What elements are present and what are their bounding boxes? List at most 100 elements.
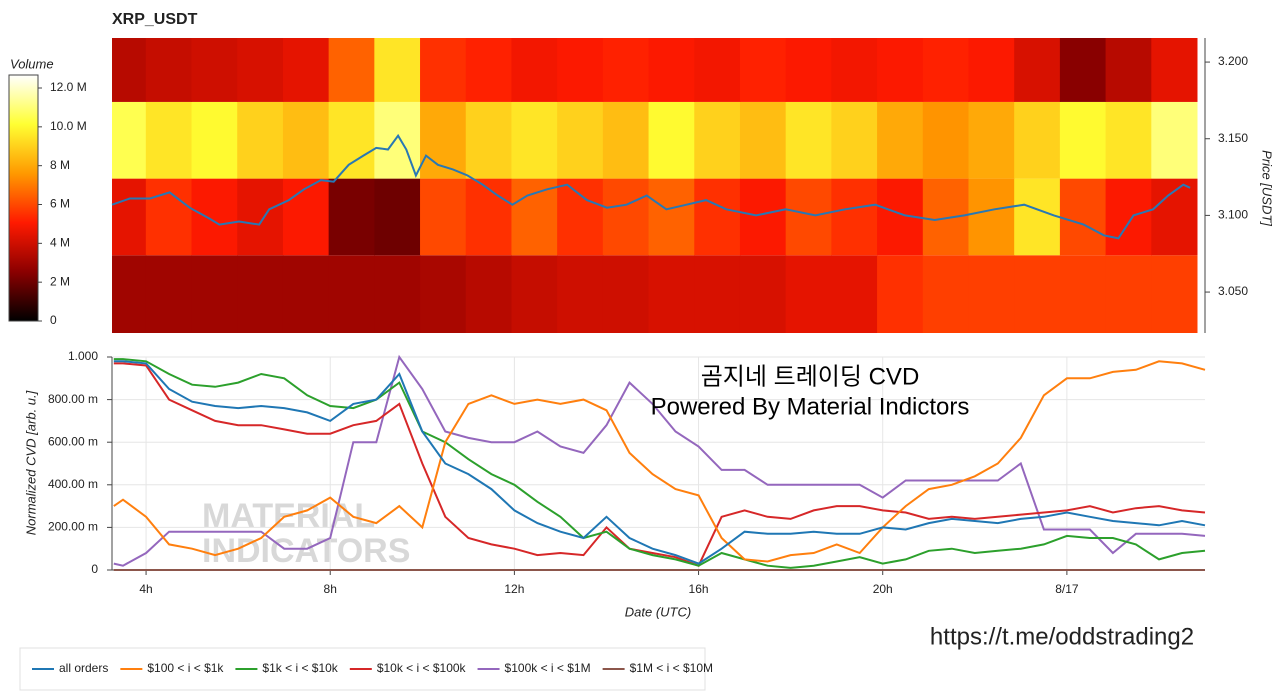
heatmap-cell xyxy=(112,38,147,102)
chart-title: XRP_USDT xyxy=(112,11,198,28)
series-line xyxy=(113,360,1206,565)
colorbar-tick-label: 0 xyxy=(50,313,57,327)
legend-label: $100k < i < $1M xyxy=(505,661,591,675)
heatmap-cell xyxy=(648,178,695,256)
link: https://t.me/oddstrading2 xyxy=(930,623,1194,650)
heatmap-cell xyxy=(1014,255,1061,333)
colorbar-tick-label: 4 M xyxy=(50,236,70,250)
heatmap-cell xyxy=(465,101,512,179)
annotation: 곰지네 트레이딩 CVD xyxy=(701,363,920,390)
y-axis-label: Normalized CVD [arb. u.] xyxy=(23,390,38,535)
heatmap-cell xyxy=(511,38,558,102)
heatmap-cell xyxy=(328,178,375,256)
legend-label: $1M < i < $10M xyxy=(630,661,713,675)
heatmap-cell xyxy=(922,178,969,256)
heatmap-cell xyxy=(374,38,421,102)
heatmap-cell xyxy=(1105,101,1152,179)
heatmap-cell xyxy=(1105,255,1152,333)
x-tick-label: 8h xyxy=(324,582,337,596)
heatmap-cell xyxy=(831,178,878,256)
heatmap-cell xyxy=(237,178,284,256)
heatmap-cell xyxy=(877,38,924,102)
x-tick-label: 16h xyxy=(689,582,709,596)
series-line xyxy=(113,360,1206,563)
heatmap-cell xyxy=(1059,38,1107,102)
heatmap-cell xyxy=(1105,38,1152,102)
legend-label: all orders xyxy=(59,661,108,675)
heatmap-cell xyxy=(694,255,741,333)
heatmap-cell xyxy=(420,255,467,333)
heatmap-cell xyxy=(511,101,558,179)
heatmap-cell xyxy=(328,101,375,179)
colorbar-label: Volume xyxy=(10,56,54,71)
heatmap-cell xyxy=(145,38,193,102)
heatmap-cell xyxy=(1014,101,1061,179)
heatmap-cell xyxy=(1151,255,1198,333)
colorbar-tick-label: 8 M xyxy=(50,158,70,172)
heatmap-cell xyxy=(877,101,924,179)
heatmap-cell xyxy=(648,101,695,179)
heatmap-cell xyxy=(922,38,969,102)
x-tick-label: 4h xyxy=(139,582,152,596)
heatmap-cell xyxy=(511,178,558,256)
heatmap-cell xyxy=(237,101,284,179)
heatmap-cell xyxy=(968,255,1015,333)
heatmap-cell xyxy=(557,178,604,256)
y-tick-label: 200.00 m xyxy=(48,520,98,534)
heatmap-cell xyxy=(112,255,147,333)
x-tick-label: 12h xyxy=(504,582,524,596)
heatmap-cell xyxy=(191,255,238,333)
heatmap-cell xyxy=(1059,101,1107,179)
heatmap-cell xyxy=(739,101,787,179)
heatmap-cell xyxy=(237,255,284,333)
colorbar-tick-label: 6 M xyxy=(50,197,70,211)
heatmap-cell xyxy=(1059,178,1107,256)
heatmap-cell xyxy=(831,255,878,333)
heatmap-cell xyxy=(328,255,375,333)
heatmap-cell xyxy=(557,101,604,179)
heatmap-cell xyxy=(968,101,1015,179)
y-tick-label: 400.00 m xyxy=(48,477,98,491)
heatmap-cell xyxy=(420,178,467,256)
heatmap-cell xyxy=(602,178,650,256)
heatmap-cell xyxy=(145,178,193,256)
heatmap-cell xyxy=(511,255,558,333)
x-tick-label: 20h xyxy=(873,582,893,596)
y-tick-label: 1.000 xyxy=(68,349,98,363)
heatmap-cell xyxy=(465,255,512,333)
heatmap-cell xyxy=(465,38,512,102)
watermark: INDICATORS xyxy=(202,532,410,570)
y-tick-label: 800.00 m xyxy=(48,392,98,406)
heatmap-cell xyxy=(237,38,284,102)
heatmap-cell xyxy=(112,178,147,256)
y2-tick-label: 3.100 xyxy=(1218,208,1248,222)
heatmap-cell xyxy=(968,38,1015,102)
heatmap-cell xyxy=(374,255,421,333)
legend-label: $100 < i < $1k xyxy=(147,661,224,675)
colorbar xyxy=(8,74,39,322)
heatmap-cell xyxy=(420,38,467,102)
heatmap-cell xyxy=(785,255,832,333)
heatmap-cell xyxy=(922,101,969,179)
heatmap-cell xyxy=(831,38,878,102)
heatmap-cell xyxy=(739,255,787,333)
heatmap-cell xyxy=(191,101,238,179)
x-axis-label: Date (UTC) xyxy=(625,604,691,619)
series-line xyxy=(113,358,1206,569)
colorbar-tick-label: 10.0 M xyxy=(50,119,87,133)
y2-tick-label: 3.150 xyxy=(1218,131,1248,145)
heatmap-cell xyxy=(145,101,193,179)
y2-axis-label: Price [USDT] xyxy=(1260,150,1275,226)
heatmap-cell xyxy=(739,178,787,256)
heatmap-cell xyxy=(694,178,741,256)
heatmap-cell xyxy=(191,178,238,256)
heatmap-cell xyxy=(602,101,650,179)
heatmap-cell xyxy=(1151,101,1198,179)
heatmap-cell xyxy=(922,255,969,333)
colorbar-tick-label: 12.0 M xyxy=(50,80,87,94)
y-tick-label: 600.00 m xyxy=(48,434,98,448)
y-tick-label: 0 xyxy=(91,562,98,576)
heatmap-cell xyxy=(465,178,512,256)
